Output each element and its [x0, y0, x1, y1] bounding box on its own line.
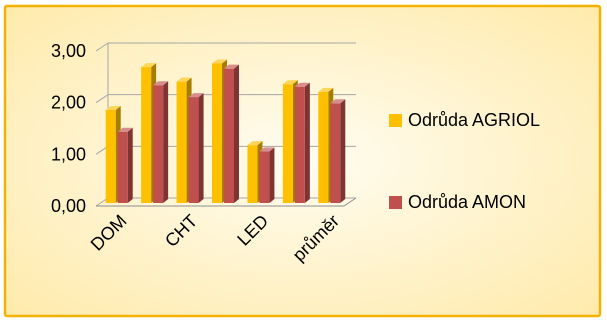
- bar-top-face: [259, 147, 275, 152]
- legend-item: Odrůda AGRIOL: [389, 110, 540, 130]
- bar-front-face: [105, 110, 116, 203]
- bar-front-face: [330, 103, 341, 203]
- bar-top-face: [141, 63, 157, 68]
- legend-swatch: [389, 196, 402, 209]
- bar-front-face: [224, 68, 234, 204]
- legend-swatch: [389, 114, 402, 127]
- bar-top-face: [247, 141, 263, 146]
- bar-top-face: [117, 127, 133, 132]
- bar-side-face: [304, 82, 310, 203]
- legend: Odrůda AGRIOL Odrůda AMON: [389, 110, 540, 212]
- bar: [153, 81, 169, 203]
- y-axis-tick-labels: 0,00 1,00 2,00 3,00: [51, 41, 86, 216]
- bar-side-face: [269, 147, 275, 203]
- bar: [330, 99, 346, 203]
- bar-top-face: [153, 81, 169, 86]
- bar-top-face: [224, 64, 239, 69]
- bar-top-face: [105, 106, 121, 110]
- bar-top-face: [282, 80, 298, 85]
- bar-top-face: [330, 99, 346, 104]
- bar-front-face: [153, 85, 164, 203]
- y-tick-label: 1,00: [51, 144, 86, 164]
- bar-front-face: [117, 131, 128, 203]
- gridline-depth: [95, 42, 109, 52]
- bar-side-face: [198, 93, 204, 203]
- bar-front-face: [294, 86, 305, 203]
- y-tick-label: 0,00: [51, 196, 86, 216]
- bar-front-face: [247, 145, 258, 203]
- y-tick-label: 2,00: [51, 93, 86, 113]
- bar: [117, 127, 133, 203]
- bar-side-face: [340, 99, 346, 203]
- bar-top-face: [294, 82, 310, 87]
- bar-front-face: [282, 84, 293, 203]
- bar-side-face: [234, 64, 239, 204]
- bar-front-face: [318, 91, 329, 203]
- legend-label: Odrůda AMON: [408, 192, 526, 212]
- bar: [188, 93, 204, 203]
- bar-front-face: [141, 67, 152, 203]
- bar: [259, 147, 275, 203]
- bar-front-face: [259, 151, 270, 203]
- bar-front-face: [176, 81, 187, 203]
- bar-top-face: [188, 93, 204, 98]
- bar-top-face: [176, 77, 192, 82]
- bars: [105, 59, 346, 204]
- bar: [224, 64, 239, 204]
- bar-top-face: [318, 87, 334, 92]
- bar-front-face: [188, 97, 199, 203]
- bar-top-face: [212, 59, 227, 64]
- bar-side-face: [163, 81, 169, 203]
- bar-front-face: [212, 63, 222, 203]
- bar: [294, 82, 310, 203]
- y-tick-label: 3,00: [51, 41, 86, 61]
- bar-side-face: [127, 127, 133, 203]
- legend-label: Odrůda AGRIOL: [408, 110, 540, 130]
- legend-item: Odrůda AMON: [389, 192, 526, 212]
- gridline-depth: [95, 94, 109, 104]
- floor-edge: [343, 197, 357, 207]
